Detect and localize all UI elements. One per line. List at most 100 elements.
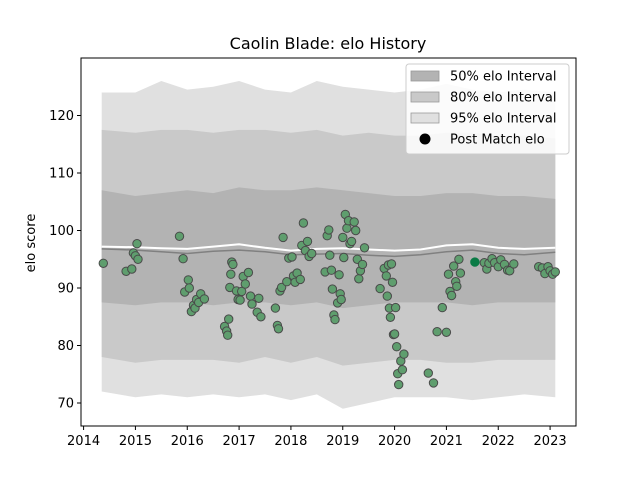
post-match-point — [339, 252, 349, 263]
post-match-point — [359, 243, 370, 253]
post-match-point — [228, 259, 238, 270]
post-match-point — [550, 267, 560, 277]
legend-label: 80% elo Interval — [450, 91, 557, 106]
mean-line — [101, 243, 556, 252]
post-match-point — [174, 231, 185, 242]
post-match-point — [243, 267, 254, 278]
x-tick-label: 2019 — [326, 434, 359, 449]
post-match-point — [133, 254, 143, 264]
x-tick-label: 2017 — [223, 434, 256, 449]
post-match-point — [346, 236, 357, 247]
post-match-point — [235, 295, 245, 305]
legend-swatch — [410, 91, 440, 103]
post-match-point — [351, 225, 361, 236]
post-match-point — [454, 254, 464, 264]
post-match-point — [349, 217, 359, 227]
y-tick-label: 90 — [57, 282, 74, 297]
post-match-point — [270, 303, 281, 313]
post-match-point — [287, 252, 297, 262]
x-tick-label: 2018 — [274, 434, 307, 449]
x-tick-label: 2015 — [119, 434, 152, 449]
x-tick-label: 2021 — [430, 434, 463, 449]
post-match-point — [505, 266, 515, 276]
x-tick-label: 2022 — [482, 434, 515, 449]
post-match-point — [127, 264, 137, 274]
post-match-point — [178, 254, 188, 264]
post-match-point — [326, 265, 337, 275]
post-match-point — [245, 291, 256, 301]
post-match-point — [298, 218, 309, 228]
post-match-point — [399, 349, 409, 359]
y-tick-label: 110 — [49, 167, 74, 182]
post-match-point — [342, 223, 352, 233]
post-match-point — [446, 290, 457, 301]
post-match-point — [184, 283, 195, 293]
y-tick-label: 70 — [57, 397, 74, 412]
legend-label: 95% elo Interval — [450, 112, 557, 127]
post-match-point — [183, 275, 194, 285]
post-match-point — [325, 250, 335, 260]
legend-swatch — [410, 112, 440, 124]
post-match-point — [390, 302, 401, 313]
post-match-point — [307, 248, 317, 259]
post-match-point — [423, 368, 433, 378]
post-match-point — [389, 329, 400, 339]
post-match-point — [282, 277, 292, 287]
post-match-point — [295, 274, 305, 285]
highlight-point — [470, 257, 480, 267]
y-tick-label: 100 — [49, 224, 74, 239]
post-match-point — [382, 291, 392, 301]
post-match-point — [334, 270, 344, 280]
post-match-point — [449, 261, 459, 271]
y-axis-label: elo score — [24, 214, 39, 273]
post-match-point — [273, 324, 284, 334]
x-tick-label: 2023 — [534, 434, 567, 449]
post-match-point — [338, 232, 348, 243]
post-match-point — [385, 312, 396, 322]
post-match-point — [247, 299, 257, 309]
legend-swatch — [410, 70, 440, 82]
post-match-point — [432, 327, 442, 337]
post-match-point — [437, 302, 447, 313]
y-tick-label: 80 — [57, 339, 74, 354]
post-match-point — [226, 269, 236, 279]
legend-box — [405, 63, 570, 155]
post-match-point — [387, 277, 398, 287]
post-match-point — [452, 281, 462, 291]
post-match-point — [392, 342, 402, 352]
post-match-point — [375, 283, 385, 294]
post-match-point — [237, 286, 247, 297]
legend-label: Post Match elo — [450, 133, 545, 148]
post-match-point — [394, 379, 404, 390]
post-match-point — [98, 258, 109, 268]
plot-frame — [80, 57, 577, 427]
post-match-point — [256, 312, 266, 322]
post-match-point — [224, 314, 234, 324]
post-match-point — [381, 271, 391, 281]
post-match-point — [276, 282, 287, 293]
post-match-point — [254, 293, 264, 303]
post-match-point — [509, 259, 519, 269]
x-tick-label: 2016 — [171, 434, 204, 449]
post-match-point — [336, 294, 346, 305]
post-match-point — [443, 269, 454, 279]
legend: 50% elo Interval 80% elo Interval 95% elo … — [405, 63, 570, 155]
post-match-point — [441, 327, 452, 337]
legend-marker — [419, 133, 431, 145]
x-tick-label: 2014 — [67, 434, 100, 449]
legend-label: 50% elo Interval — [450, 70, 557, 85]
post-match-point — [455, 268, 466, 278]
post-match-point — [132, 239, 142, 249]
post-match-point — [428, 378, 439, 388]
post-match-point — [330, 314, 340, 325]
post-match-point — [199, 294, 210, 304]
x-tick-label: 2020 — [378, 434, 411, 449]
post-match-point — [324, 225, 334, 235]
post-match-point — [223, 330, 233, 340]
post-match-point — [302, 236, 313, 247]
y-tick-label: 120 — [49, 109, 74, 124]
chart-title: Caolin Blade: elo History — [230, 34, 427, 53]
post-match-point — [354, 274, 364, 284]
